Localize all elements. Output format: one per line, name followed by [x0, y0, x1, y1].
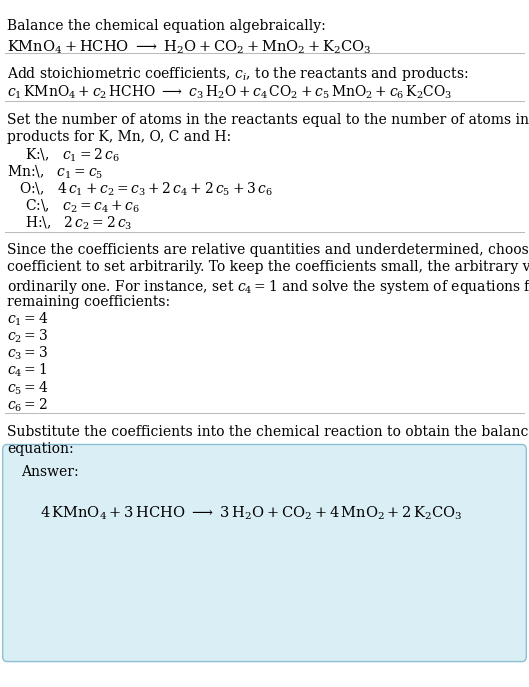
- Text: $\mathrm{KMnO_4 + HCHO\ \longrightarrow\ H_2O + CO_2 + MnO_2 + K_2CO_3}$: $\mathrm{KMnO_4 + HCHO\ \longrightarrow\…: [7, 38, 371, 56]
- Text: C:\,$\quad c_2 = c_4 + c_6$: C:\,$\quad c_2 = c_4 + c_6$: [25, 198, 141, 215]
- Text: $4\,\mathrm{KMnO_4} + 3\,\mathrm{HCHO}\ \longrightarrow\ 3\,\mathrm{H_2O} + \mat: $4\,\mathrm{KMnO_4} + 3\,\mathrm{HCHO}\ …: [40, 505, 462, 522]
- Text: O:\,$\quad 4\,c_1 + c_2 = c_3 + 2\,c_4 + 2\,c_5 + 3\,c_6$: O:\,$\quad 4\,c_1 + c_2 = c_3 + 2\,c_4 +…: [19, 181, 272, 198]
- Text: Balance the chemical equation algebraically:: Balance the chemical equation algebraica…: [7, 19, 326, 33]
- Text: Mn:\,$\quad c_1 = c_5$: Mn:\,$\quad c_1 = c_5$: [7, 164, 103, 181]
- Text: $c_1\,\mathrm{KMnO_4} + c_2\,\mathrm{HCHO}\ \longrightarrow\ c_3\,\mathrm{H_2O} : $c_1\,\mathrm{KMnO_4} + c_2\,\mathrm{HCH…: [7, 84, 452, 101]
- Text: Add stoichiometric coefficients, $c_i$, to the reactants and products:: Add stoichiometric coefficients, $c_i$, …: [7, 65, 469, 82]
- Text: equation:: equation:: [7, 442, 74, 455]
- Text: $c_2 = 3$: $c_2 = 3$: [7, 328, 48, 345]
- Text: products for K, Mn, O, C and H:: products for K, Mn, O, C and H:: [7, 130, 231, 144]
- Text: $c_3 = 3$: $c_3 = 3$: [7, 345, 48, 362]
- Text: Substitute the coefficients into the chemical reaction to obtain the balanced: Substitute the coefficients into the che…: [7, 425, 529, 438]
- Text: $c_6 = 2$: $c_6 = 2$: [7, 396, 48, 414]
- Text: $c_1 = 4$: $c_1 = 4$: [7, 311, 48, 328]
- Text: remaining coefficients:: remaining coefficients:: [7, 295, 170, 308]
- Text: ordinarily one. For instance, set $c_4 = 1$ and solve the system of equations fo: ordinarily one. For instance, set $c_4 =…: [7, 278, 529, 295]
- Text: K:\,$\quad c_1 = 2\,c_6$: K:\,$\quad c_1 = 2\,c_6$: [25, 146, 120, 164]
- Text: Set the number of atoms in the reactants equal to the number of atoms in the: Set the number of atoms in the reactants…: [7, 113, 529, 126]
- Text: $c_4 = 1$: $c_4 = 1$: [7, 362, 47, 379]
- Text: Answer:: Answer:: [21, 465, 79, 479]
- FancyBboxPatch shape: [3, 444, 526, 662]
- Text: coefficient to set arbitrarily. To keep the coefficients small, the arbitrary va: coefficient to set arbitrarily. To keep …: [7, 260, 529, 274]
- Text: H:\,$\quad 2\,c_2 = 2\,c_3$: H:\,$\quad 2\,c_2 = 2\,c_3$: [25, 215, 133, 232]
- Text: Since the coefficients are relative quantities and underdetermined, choose a: Since the coefficients are relative quan…: [7, 243, 529, 257]
- Text: $c_5 = 4$: $c_5 = 4$: [7, 379, 48, 396]
